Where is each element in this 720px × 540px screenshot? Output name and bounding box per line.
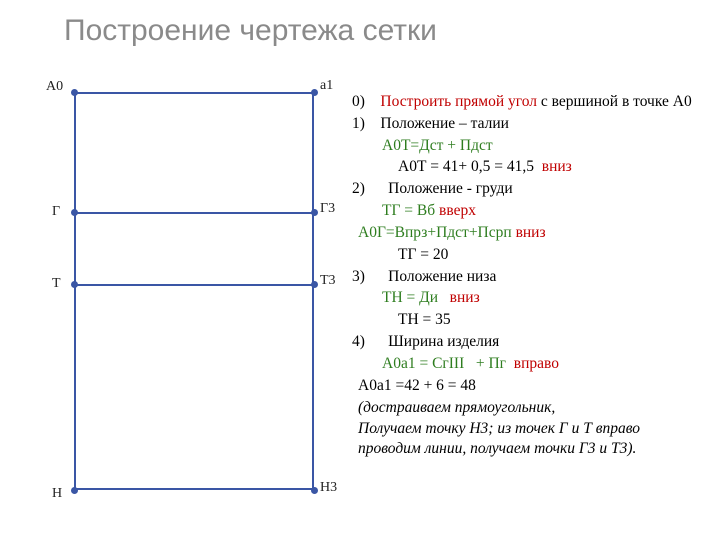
page-title: Построение чертежа сетки — [64, 14, 437, 48]
step-3: 3) Положение низа — [352, 267, 700, 287]
step-2: 2) Положение - груди — [352, 179, 700, 199]
calc-value: А0Т = 41+ 0,5 = 41,5 — [398, 158, 534, 175]
point — [311, 281, 318, 288]
step-4: 4) Ширина изделия — [352, 332, 700, 352]
step-4-text: Ширина изделия — [388, 333, 499, 350]
step-num: 0) — [352, 93, 365, 110]
label-g3: Г3 — [320, 201, 335, 217]
step-num: 3) — [352, 268, 365, 285]
step-num: 1) — [352, 115, 365, 132]
direction: вниз — [542, 158, 572, 175]
grid-diagram: А0 а1 Г Г3 Т Т3 Н Н3 — [52, 82, 326, 510]
label-a1: а1 — [320, 78, 333, 94]
step-2-text: Положение - груди — [388, 180, 512, 197]
point — [311, 209, 318, 216]
step-1-calc: А0Т = 41+ 0,5 = 41,5 вниз — [352, 157, 700, 177]
label-n: Н — [52, 486, 62, 502]
step-1: 1) Положение – талии — [352, 114, 700, 134]
step-1-formula: А0Т=Дст + Пдст — [352, 136, 700, 156]
point — [311, 89, 318, 96]
line-g — [74, 212, 314, 214]
direction: вниз — [516, 224, 546, 241]
point — [71, 281, 78, 288]
step-3-text: Положение низа — [388, 268, 496, 285]
step-2-calc: ТГ = 20 — [352, 245, 700, 265]
label-g: Г — [52, 204, 60, 220]
formula: А0Т=Дст + Пдст — [382, 137, 493, 154]
outer-rect — [74, 92, 314, 490]
step-2-f1: ТГ = Вб вверх — [352, 201, 700, 221]
label-n3: Н3 — [320, 480, 337, 496]
formula: А0Г=Впрз+Пдст+Псрп — [358, 224, 512, 241]
formula: ТГ = Вб — [382, 202, 435, 219]
step-num: 2) — [352, 180, 365, 197]
direction: вниз — [450, 289, 480, 306]
step-0-tail: с вершиной в точке А0 — [537, 93, 692, 110]
step-num: 4) — [352, 333, 365, 350]
point — [71, 487, 78, 494]
step-3-calc: ТН = 35 — [352, 310, 700, 330]
line-t — [74, 284, 314, 286]
label-t3: Т3 — [320, 273, 336, 289]
direction: вверх — [439, 202, 476, 219]
formula: + Пг — [476, 355, 506, 372]
step-3-f: ТН = Ди вниз — [352, 288, 700, 308]
label-a0: А0 — [46, 79, 63, 95]
step-0: 0) Построить прямой угол с вершиной в то… — [352, 92, 700, 112]
step-4-calc: А0а1 =42 + 6 = 48 — [352, 376, 700, 396]
formula: А0а1 = СгIII — [382, 355, 464, 372]
step-4-note2: Получаем точку Н3; из точек Г и Т вправо… — [352, 419, 700, 459]
formula: ТН = Ди — [382, 289, 438, 306]
label-t: Т — [52, 276, 61, 292]
step-2-f2: А0Г=Впрз+Пдст+Псрп вниз — [352, 223, 700, 243]
step-1-text: Положение – талии — [380, 115, 509, 132]
step-4-note1: (достраиваем прямоугольник, — [352, 398, 700, 418]
point — [71, 89, 78, 96]
step-4-f: А0а1 = СгIII + Пг вправо — [352, 354, 700, 374]
step-0-highlight: Построить прямой угол — [380, 93, 537, 110]
point — [311, 487, 318, 494]
direction: вправо — [514, 355, 559, 372]
instructions: 0) Построить прямой угол с вершиной в то… — [352, 92, 700, 461]
point — [71, 209, 78, 216]
